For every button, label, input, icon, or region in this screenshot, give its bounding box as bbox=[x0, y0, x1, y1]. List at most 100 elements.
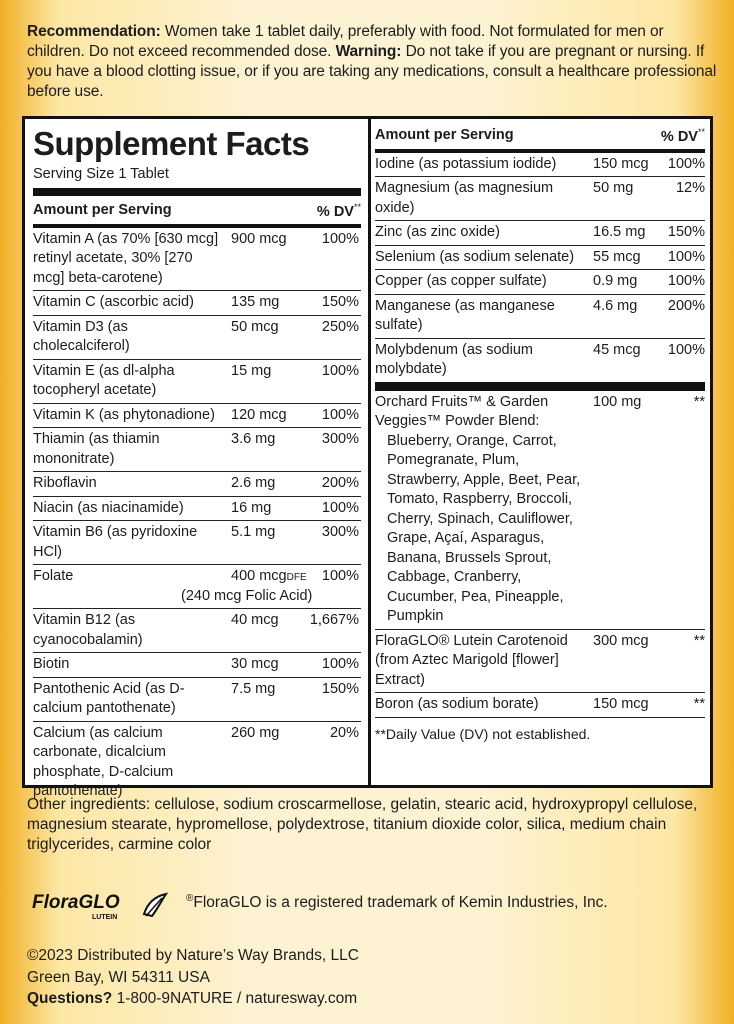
nutrient-dv: 100% bbox=[321, 656, 359, 673]
nutrient-amount: 40 mcg bbox=[231, 611, 279, 631]
nutrient-dv: 200% bbox=[667, 297, 705, 314]
distributor-info: ©2023 Distributed by Nature’s Way Brands… bbox=[27, 945, 359, 1010]
amount-value: 150 mcg bbox=[593, 696, 649, 713]
nutrient-name: Vitamin D3 (as cholecalciferol) bbox=[33, 318, 130, 355]
nutrient-dv: 100% bbox=[321, 406, 359, 423]
amount-value: 2.6 mg bbox=[231, 475, 276, 492]
facts-left-column: Supplement Facts Serving Size 1 Tablet A… bbox=[33, 119, 361, 804]
amount-value: 16.5 mg bbox=[593, 224, 646, 241]
nutrient-amount: 30 mcg bbox=[231, 655, 279, 675]
logo-sub-text: LUTEIN bbox=[92, 914, 117, 921]
amount-value: 150 mcg bbox=[593, 155, 649, 172]
nutrient-name: Biotin bbox=[33, 656, 70, 673]
nutrient-dv: 300% bbox=[321, 524, 359, 541]
nutrient-dv: 100% bbox=[321, 568, 359, 585]
nutrient-row: Zinc (as zinc oxide) 16.5 mg 150% bbox=[375, 221, 705, 246]
registered-mark: ® bbox=[186, 893, 194, 904]
amount-value: 260 mg bbox=[231, 724, 280, 741]
nutrient-row: Vitamin B6 (as pyridoxine HCl) 5.1 mg 300% bbox=[33, 521, 361, 566]
nutrient-row: Vitamin E (as dl-alpha tocopheryl acetat… bbox=[33, 360, 361, 404]
nutrient-name: Folate bbox=[33, 568, 74, 585]
header-dv-mark-right: ** bbox=[697, 127, 705, 137]
right-rows: Iodine (as potassium iodide) 150 mcg 100% M… bbox=[375, 153, 705, 382]
dv-footnote: **Daily Value (DV) not established. bbox=[375, 725, 591, 742]
nutrient-name: Iodine (as potassium iodide) bbox=[375, 155, 557, 172]
nutrient-amount: 300 mcg bbox=[593, 632, 649, 652]
facts-header-right: Amount per Serving % DV** bbox=[375, 119, 705, 153]
header-dv: % DV** bbox=[317, 202, 361, 220]
nutrient-amount: 0.9 mg bbox=[593, 272, 637, 292]
amount-value: 50 mcg bbox=[231, 318, 279, 335]
recommendation-body: Women take 1 tablet daily, preferably wi… bbox=[27, 23, 664, 60]
amount-value: 400 mcg bbox=[231, 568, 287, 585]
nutrient-name: Selenium (as sodium selenate) bbox=[375, 248, 575, 265]
amount-value: 135 mg bbox=[231, 294, 280, 311]
amount-note: (240 mcg Folic Acid) bbox=[181, 587, 313, 604]
nutrient-row: Molybdenum (as sodium molybdate) 45 mcg 10… bbox=[375, 339, 705, 382]
nutrient-amount: 7.5 mg bbox=[231, 680, 275, 700]
nutrient-dv: ** bbox=[693, 696, 705, 713]
nutrient-name: Niacin (as niacinamide) bbox=[33, 499, 184, 516]
unit-note: DFE bbox=[286, 572, 307, 584]
questions-line: Questions? 1-800-9NATURE / naturesway.co… bbox=[27, 988, 359, 1010]
warning-label: Warning: bbox=[335, 43, 402, 60]
nutrient-amount: 15 mg bbox=[231, 362, 271, 382]
amount-value: 3.6 mg bbox=[231, 431, 276, 448]
nutrient-amount: 16 mg bbox=[231, 499, 271, 519]
amount-value: 16 mg bbox=[231, 499, 272, 516]
nutrient-name: Thiamin (as thiamin mononitrate) bbox=[33, 431, 160, 467]
trademark-text: FloraGLO is a registered trademark of Ke… bbox=[193, 894, 608, 912]
nutrient-amount: 50 mcg bbox=[231, 318, 279, 338]
nutrient-dv: 12% bbox=[675, 180, 705, 197]
nutrient-name: Vitamin E (as dl-alpha tocopheryl acetat… bbox=[33, 362, 175, 399]
facts-header: Amount per Serving % DV** bbox=[33, 196, 361, 228]
warning-body: Do not take if you are pregnant or nursi… bbox=[27, 43, 717, 100]
facts-title: Supplement Facts bbox=[33, 125, 310, 162]
amount-value: 30 mcg bbox=[231, 656, 279, 673]
nutrient-row: Vitamin K (as phytonadione) 120 mcg 100% bbox=[33, 404, 361, 429]
nutrient-name: Vitamin B6 (as pyridoxine HCl) bbox=[33, 524, 198, 560]
header-amount: Amount per Serving bbox=[33, 202, 172, 218]
column-divider bbox=[368, 119, 371, 785]
nutrient-row: Thiamin (as thiamin mononitrate) 3.6 mg 30… bbox=[33, 428, 361, 473]
nutrient-row: Folate 400 mcgDFE (240 mcg Folic Acid) 100% bbox=[33, 565, 361, 610]
header-dv-right: % DV** bbox=[661, 127, 705, 145]
nutrient-amount: 4.6 mg bbox=[593, 297, 637, 317]
nutrient-amount: 2.6 mg bbox=[231, 474, 275, 494]
nutrient-dv: 100% bbox=[321, 230, 359, 247]
nutrient-dv: 150% bbox=[667, 224, 705, 241]
amount-value: 100 mg bbox=[593, 393, 642, 410]
amount-value: 300 mcg bbox=[593, 632, 649, 649]
leaf-vein-icon bbox=[145, 897, 163, 917]
nutrient-amount: 135 mg bbox=[231, 293, 279, 313]
nutrient-amount: 150 mcg bbox=[593, 155, 649, 175]
nutrient-amount: 16.5 mg bbox=[593, 223, 645, 243]
nutrient-dv: 100% bbox=[667, 341, 705, 358]
nutrient-row: Riboflavin 2.6 mg 200% bbox=[33, 472, 361, 497]
amount-value: 7.5 mg bbox=[231, 680, 276, 697]
nutrient-name: Molybdenum (as sodium molybdate) bbox=[375, 341, 533, 378]
nutrient-row: Vitamin C (ascorbic acid) 135 mg 150% bbox=[33, 291, 361, 316]
nutrient-row: Vitamin A (as 70% [630 mcg] retinyl acet… bbox=[33, 228, 361, 292]
header-amount-right: Amount per Serving bbox=[375, 127, 514, 143]
questions-label: Questions? bbox=[27, 990, 113, 1007]
nutrient-row: Vitamin D3 (as cholecalciferol) 50 mcg 250… bbox=[33, 316, 361, 360]
nutrient-dv: 250% bbox=[321, 318, 359, 335]
amount-value: 5.1 mg bbox=[231, 524, 276, 541]
nutrient-row: Biotin 30 mcg 100% bbox=[33, 653, 361, 678]
nutrient-amount: 260 mg bbox=[231, 724, 279, 744]
nutrient-row: Boron (as sodium borate) 150 mcg ** bbox=[375, 693, 705, 718]
nutrient-name: FloraGLO® Lutein Carotenoid (from Aztec … bbox=[375, 632, 568, 688]
nutrient-dv: 150% bbox=[321, 680, 359, 697]
nutrient-row: Vitamin B12 (as cyanocobalamin) 40 mcg 1,6… bbox=[33, 609, 361, 654]
nutrient-row: Orchard Fruits™ & Garden Veggies™ Powder… bbox=[375, 391, 705, 630]
amount-value: 55 mcg bbox=[593, 248, 641, 265]
recommendation-text: Recommendation: Women take 1 tablet dail… bbox=[27, 22, 717, 102]
amount-value: 50 mg bbox=[593, 180, 634, 197]
serving-size: Serving Size 1 Tablet bbox=[33, 166, 169, 182]
nutrient-row: Niacin (as niacinamide) 16 mg 100% bbox=[33, 497, 361, 522]
nutrient-name: Vitamin C (ascorbic acid) bbox=[33, 294, 194, 311]
logo-brand-text: FloraGLO bbox=[32, 892, 120, 913]
nutrient-name: Riboflavin bbox=[33, 475, 97, 492]
